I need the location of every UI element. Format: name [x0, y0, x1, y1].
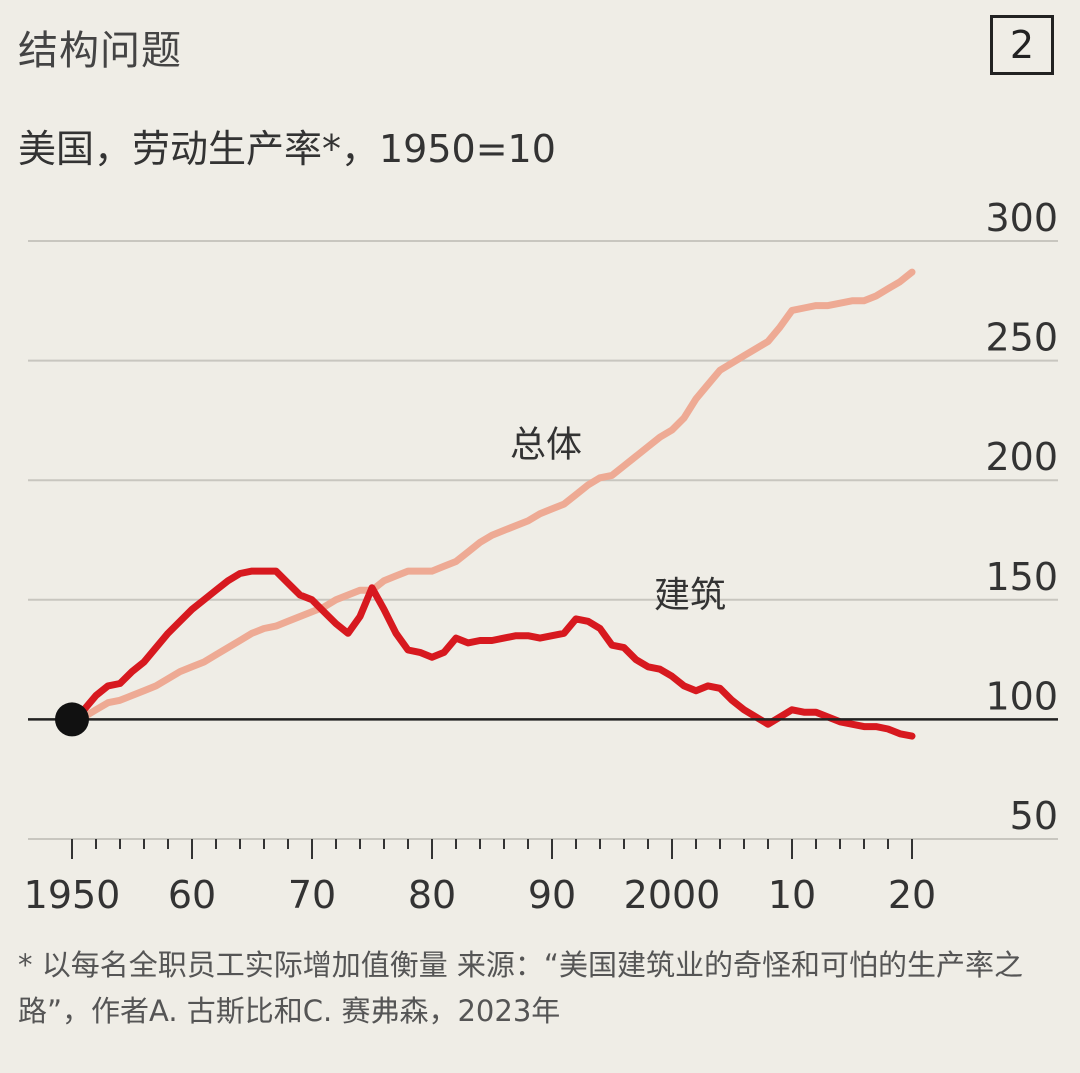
x-tick-label: 2000: [624, 873, 721, 917]
start-point-marker: [55, 702, 89, 737]
x-tick-label: 70: [288, 873, 336, 917]
x-tick-label: 20: [888, 873, 936, 917]
series-label-construction: 建筑: [654, 575, 726, 616]
y-tick-label: 250: [985, 316, 1058, 360]
y-tick-label: 50: [1010, 794, 1058, 838]
x-tick-label: 10: [768, 873, 816, 917]
x-tick-label: 60: [168, 873, 216, 917]
chart-number-badge: 2: [990, 15, 1054, 75]
chart-title: 结构问题: [18, 28, 182, 74]
series-label-total: 总体: [510, 424, 582, 465]
line-chart: 50 100 150 200 250 300 1950 60 70 80 90 2000 10 20 总体建…: [24, 196, 1058, 917]
y-tick-label: 300: [985, 196, 1058, 240]
x-tick-label: 1950: [24, 873, 121, 917]
y-tick-label: 100: [985, 674, 1058, 718]
y-tick-label: 150: [985, 555, 1058, 599]
series-line-total: [68, 268, 916, 723]
chart-subtitle: 美国，劳动生产率*，1950=10: [18, 127, 556, 171]
x-tick-label: 90: [528, 873, 576, 917]
y-tick-label: 200: [985, 435, 1058, 479]
series-line-construction: [68, 567, 916, 740]
footnote: * 以每名全职员工实际增加值衡量 来源：“美国建筑业的奇怪和可怕的生产率之路”，…: [18, 948, 1023, 1028]
x-tick-label: 80: [408, 873, 456, 917]
